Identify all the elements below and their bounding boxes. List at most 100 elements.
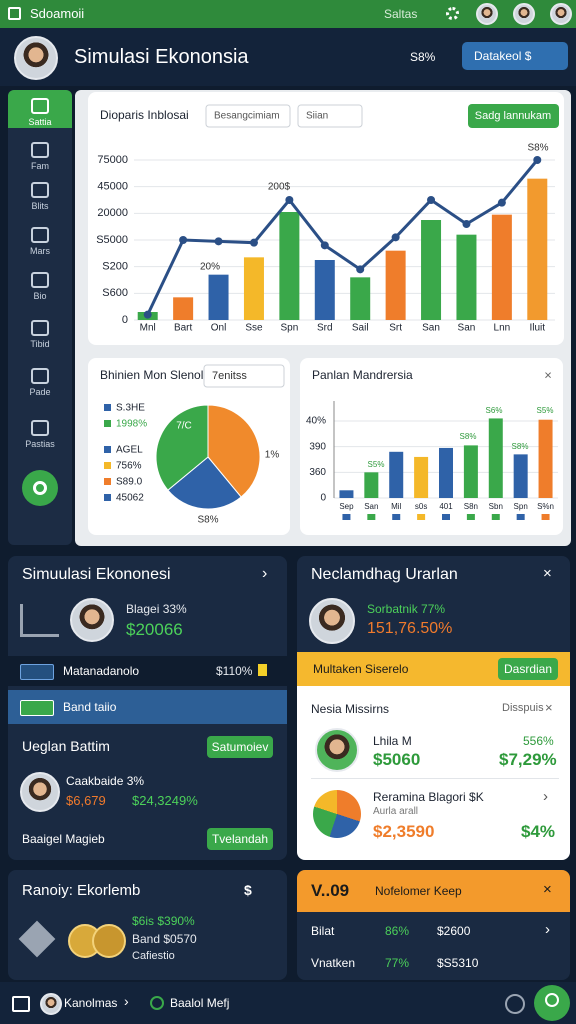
legend-swatch <box>104 462 111 469</box>
filter-box <box>205 104 291 128</box>
tv-icon[interactable] <box>12 996 30 1012</box>
pie-slice <box>167 456 242 510</box>
annotation: 7/C <box>176 421 192 432</box>
y-tick-label: 20000 <box>97 207 128 219</box>
user-name[interactable]: Kanolmas <box>64 996 118 1010</box>
nav-item[interactable]: Blits <box>8 182 72 211</box>
avatar[interactable] <box>40 993 62 1015</box>
x-tick-swatch <box>466 514 475 520</box>
chart-title: Bhinien Mon Slenol <box>100 368 203 382</box>
avatar[interactable] <box>476 3 498 25</box>
header-search[interactable]: S8% <box>410 50 436 64</box>
header-button[interactable]: Datakeol $ <box>462 42 568 70</box>
row-value: $110% <box>216 664 253 678</box>
nav-label: Pade <box>29 387 51 397</box>
legend-label: 45062 <box>116 493 144 504</box>
nav-item[interactable]: Pade <box>8 368 72 397</box>
close-icon[interactable]: × <box>543 565 552 582</box>
orders-title: Nofelomer Keep <box>375 884 462 898</box>
button-label: Sadg lannukam <box>475 110 551 122</box>
card-bg <box>88 92 564 345</box>
row-label: Vnatken <box>311 956 356 970</box>
line-point <box>427 196 436 204</box>
chevron[interactable]: › <box>545 921 550 938</box>
settings-button[interactable] <box>22 470 58 506</box>
footer-button[interactable]: Tvelandah <box>207 828 273 850</box>
y-tick-label: 40% <box>306 416 326 427</box>
x-tick-swatch <box>342 514 351 520</box>
chevron[interactable]: › <box>543 788 548 805</box>
profile-icon <box>545 993 559 1007</box>
row-pct: 77% <box>385 956 410 970</box>
line-point <box>462 220 471 228</box>
pie-icon <box>313 790 361 838</box>
profile-button[interactable] <box>534 985 570 1021</box>
bar <box>385 250 406 320</box>
chevron[interactable]: › <box>262 565 268 582</box>
row-flag <box>258 664 267 676</box>
avatar[interactable] <box>513 3 535 25</box>
status-label: Baalol Mefj <box>170 996 230 1010</box>
item-sub: Aurla arall <box>373 806 419 817</box>
order-code: V..09 <box>311 881 350 900</box>
nav-item[interactable]: Fam <box>8 142 72 171</box>
row-label: Band taiio <box>63 700 117 714</box>
annotation: S8% <box>197 515 218 526</box>
nav-item[interactable]: Bio <box>8 272 72 301</box>
list-row-selected[interactable]: Band taiio <box>8 690 287 724</box>
nav-label: Fam <box>31 161 49 171</box>
close-icon[interactable]: × <box>543 881 552 898</box>
y-tick-label: 0 <box>320 493 326 504</box>
close-icon: × <box>544 367 552 382</box>
pie-chart: Bhinien Mon Slenol 7enitss S.3HE 1998% AGEL 7… <box>88 358 290 535</box>
bar <box>421 220 442 320</box>
annotation: 1% <box>265 450 280 461</box>
y-tick-label: S200 <box>102 261 128 273</box>
nav-label: Tibid <box>30 339 50 349</box>
annotation: S5% <box>537 406 554 415</box>
button-label: Tvelandah <box>211 832 269 846</box>
search[interactable]: Saltas <box>384 7 418 21</box>
x-tick-label: S%n <box>537 502 554 511</box>
orders-card: V..09 Nofelomer Keep × Bilat 86% $2600 ›… <box>297 870 570 980</box>
currency-menu[interactable]: $ <box>244 882 252 898</box>
legend-label: S89.0 <box>116 477 143 488</box>
chart-title: Dioparis Inblosai <box>100 108 189 122</box>
list-title: Nesia Missirns <box>311 702 390 716</box>
close-icon[interactable]: × <box>545 700 553 715</box>
filter-label: Besangcimiam <box>214 111 280 122</box>
legend-label: 1998% <box>116 419 147 430</box>
list-action[interactable]: Disspuis <box>502 702 544 714</box>
settings-icon[interactable] <box>446 7 459 20</box>
banner-button[interactable]: Dasrdian <box>498 658 558 680</box>
legend-label: 756% <box>116 461 142 472</box>
entry-amount: $6,679 <box>66 793 106 808</box>
row-amount: $2600 <box>437 924 471 938</box>
x-tick-label: Spn <box>514 502 528 511</box>
list-row[interactable]: Matanadanolo $110% <box>8 656 287 686</box>
x-tick-swatch <box>516 514 525 520</box>
smile-icon[interactable] <box>505 994 525 1014</box>
nav-item[interactable]: Mars <box>8 227 72 256</box>
x-tick-label: Srd <box>317 323 333 334</box>
avatar[interactable] <box>14 36 58 80</box>
nav-item[interactable]: Tibid <box>8 320 72 349</box>
item-total: $7,29% <box>499 750 557 769</box>
nav-item[interactable]: Pastias <box>8 420 72 449</box>
bar <box>350 277 371 320</box>
y-tick-label: 390 <box>309 441 326 452</box>
legend-swatch <box>104 404 111 411</box>
x-tick-label: 401 <box>439 502 453 511</box>
chevron[interactable]: › <box>124 993 129 1009</box>
section-button[interactable]: Satumoiev <box>207 736 273 758</box>
bar <box>364 472 379 498</box>
row-label: Bilat <box>311 924 335 938</box>
bar <box>513 454 528 498</box>
status-dot <box>150 996 164 1010</box>
avatar[interactable] <box>550 3 572 25</box>
summary-line: Band $0570 <box>132 932 197 946</box>
nav-item[interactable]: Sattia <box>8 98 72 127</box>
line-point <box>214 237 223 246</box>
item-total: $4% <box>521 822 556 841</box>
